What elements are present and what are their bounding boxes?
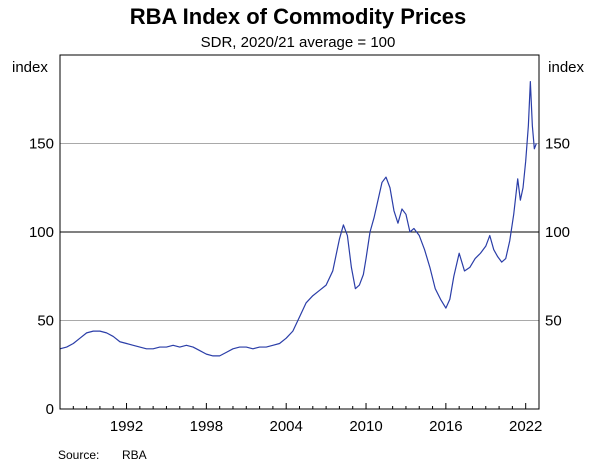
right-y-tick-label-100: 100 [545, 224, 570, 241]
x-tick-label-2022: 2022 [509, 418, 542, 435]
right-y-tick-label-150: 150 [545, 136, 570, 153]
left-axis-unit: index [12, 59, 48, 76]
source-label: Source: [58, 448, 99, 462]
x-tick-label-2016: 2016 [429, 418, 462, 435]
right-y-tick-label-50: 50 [545, 313, 562, 330]
right-axis-unit: index [548, 59, 584, 76]
x-tick-label-2010: 2010 [349, 418, 382, 435]
y-tick-label-50: 50 [37, 313, 54, 330]
series-line-0 [59, 80, 537, 357]
chart-subtitle: SDR, 2020/21 average = 100 [201, 34, 396, 51]
ticks [59, 403, 540, 409]
x-tick-label-1998: 1998 [190, 418, 223, 435]
x-tick-label-1992: 1992 [110, 418, 143, 435]
chart-title: RBA Index of Commodity Prices [130, 4, 467, 29]
y-tick-label-150: 150 [29, 136, 54, 153]
series-layer [59, 80, 537, 357]
x-tick-label-2004: 2004 [270, 418, 303, 435]
y-tick-label-0: 0 [46, 401, 54, 418]
source-value: RBA [122, 448, 147, 462]
tick-labels: 0 50 100 150 50 100 150 1992 1998 2004 2010 2016 202… [29, 136, 570, 436]
gridlines [60, 143, 539, 321]
y-tick-label-100: 100 [29, 224, 54, 241]
